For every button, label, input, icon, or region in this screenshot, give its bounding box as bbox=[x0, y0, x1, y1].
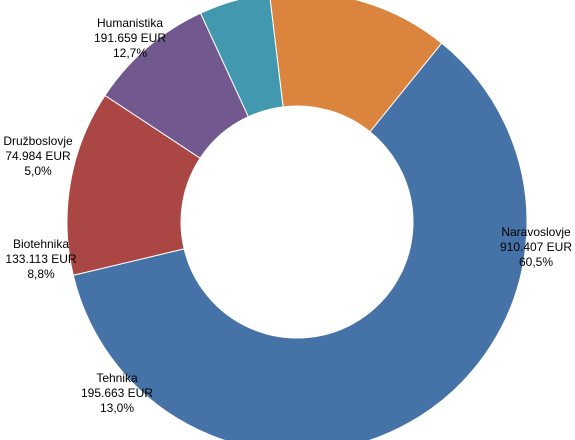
slice-label-amount: 195.663 EUR bbox=[81, 386, 153, 400]
donut-hole bbox=[181, 106, 413, 338]
slice-label-percent: 5,0% bbox=[24, 164, 52, 178]
slice-label-amount: 910.407 EUR bbox=[500, 240, 572, 254]
slice-label-name: Humanistika bbox=[97, 16, 163, 30]
slice-label-percent: 13,0% bbox=[100, 401, 134, 415]
slice-label-naravoslovje: Naravoslovje 910.407 EUR 60,5% bbox=[500, 225, 572, 269]
slice-label-percent: 12,7% bbox=[113, 46, 147, 60]
slice-label-biotehnika: Biotehnika 133.113 EUR 8,8% bbox=[5, 237, 76, 281]
slice-label-druzboslovje: Družboslovje 74.984 EUR 5,0% bbox=[3, 134, 73, 178]
slice-label-percent: 8,8% bbox=[27, 267, 55, 281]
donut-slices bbox=[66, 0, 528, 440]
slice-label-name: Družboslovje bbox=[3, 134, 73, 148]
slice-label-name: Tehnika bbox=[96, 371, 138, 385]
slice-naravoslovje bbox=[72, 42, 528, 440]
slice-label-amount: 191.659 EUR bbox=[94, 31, 166, 45]
slice-label-name: Naravoslovje bbox=[501, 225, 571, 239]
slice-label-tehnika: Tehnika 195.663 EUR 13,0% bbox=[81, 371, 153, 415]
slice-label-amount: 133.113 EUR bbox=[5, 252, 76, 266]
slice-label-name: Biotehnika bbox=[13, 237, 69, 251]
slice-label-percent: 60,5% bbox=[519, 255, 553, 269]
slice-label-humanistika: Humanistika 191.659 EUR 12,7% bbox=[94, 16, 166, 60]
slice-label-amount: 74.984 EUR bbox=[5, 149, 71, 163]
